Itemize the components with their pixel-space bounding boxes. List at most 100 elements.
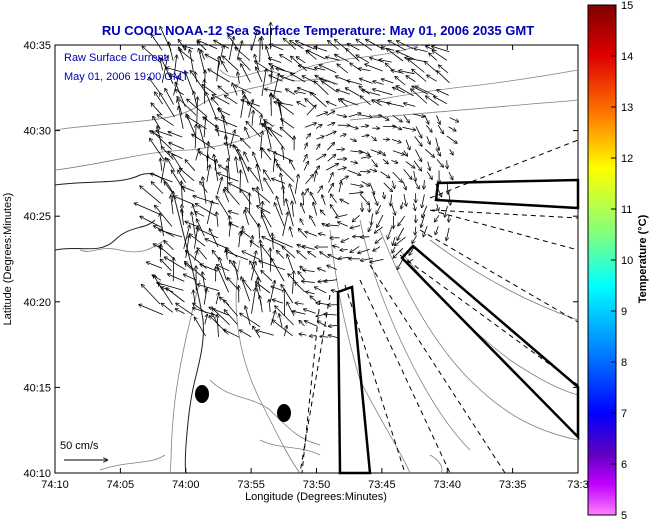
current-vector — [305, 175, 314, 185]
radar-beams — [299, 139, 579, 474]
current-vector — [182, 187, 195, 192]
current-vector — [308, 50, 326, 60]
y-tick-label: 40:25 — [23, 211, 51, 223]
current-vector — [346, 88, 360, 96]
current-vector — [370, 258, 384, 262]
current-vector — [166, 68, 185, 73]
x-tick-label: 74:10 — [41, 479, 69, 491]
colorbar-tick-label: 6 — [621, 459, 627, 471]
current-vector — [356, 39, 373, 51]
current-vector — [396, 51, 415, 60]
colorbar-tick-label: 11 — [621, 204, 632, 216]
current-vector — [195, 149, 200, 161]
current-vector — [335, 55, 350, 63]
current-vector — [253, 188, 271, 204]
current-vector — [415, 182, 419, 188]
current-vector — [432, 46, 450, 53]
current-vector — [223, 56, 239, 72]
y-tick-label: 40:35 — [23, 40, 51, 52]
contour-line — [54, 124, 276, 171]
current-vector — [447, 182, 448, 193]
current-vector — [229, 223, 239, 228]
current-vector — [316, 112, 327, 117]
current-vector — [437, 71, 450, 84]
current-vector — [360, 114, 372, 117]
current-vector — [361, 257, 373, 261]
current-vector — [426, 136, 430, 144]
current-vector — [194, 92, 198, 107]
current-vector — [326, 57, 340, 61]
current-vector — [328, 255, 340, 260]
beam-line — [431, 209, 579, 219]
current-vector — [281, 119, 295, 129]
current-vector — [359, 69, 371, 71]
current-vector — [226, 251, 249, 261]
current-vector — [278, 103, 295, 115]
current-vector — [255, 61, 274, 74]
current-vector — [278, 99, 282, 116]
current-vector — [422, 194, 425, 207]
current-vector — [304, 123, 316, 128]
current-vector — [151, 34, 163, 51]
current-vector — [305, 99, 315, 107]
current-vector — [362, 90, 381, 96]
current-vector — [303, 246, 315, 250]
current-vector — [392, 125, 401, 130]
current-vector — [412, 69, 427, 82]
current-vector — [224, 310, 238, 325]
current-vector — [370, 149, 381, 154]
current-vector — [339, 176, 348, 182]
current-vector — [213, 251, 219, 260]
current-vector — [380, 171, 390, 178]
current-vector — [339, 134, 346, 136]
current-vector — [299, 229, 308, 238]
current-vector — [202, 85, 217, 96]
current-vector — [280, 127, 294, 140]
current-vector — [151, 182, 164, 194]
current-vector — [392, 246, 395, 253]
current-vector — [294, 175, 298, 194]
beam-line — [344, 284, 406, 474]
current-vector — [380, 115, 389, 120]
current-vector — [299, 66, 317, 71]
current-vector — [327, 102, 337, 107]
current-vector — [329, 325, 339, 326]
current-vector — [305, 232, 318, 237]
current-vector — [196, 204, 217, 217]
current-vector — [261, 210, 272, 228]
current-vector — [350, 151, 362, 152]
current-vector — [262, 237, 284, 247]
current-vector — [242, 231, 251, 238]
current-vector — [391, 139, 401, 142]
current-vector — [195, 317, 207, 337]
current-vector — [181, 182, 182, 205]
current-vector — [365, 64, 383, 72]
current-vector — [147, 262, 163, 269]
current-vector — [199, 126, 206, 148]
current-vector — [204, 315, 207, 325]
current-vector — [164, 241, 174, 251]
current-vector — [408, 59, 425, 73]
current-vector — [153, 132, 172, 150]
current-vector — [426, 125, 432, 132]
current-vector — [272, 238, 293, 248]
current-vector — [185, 262, 207, 281]
current-vector — [310, 216, 316, 227]
current-vector — [321, 210, 326, 216]
current-vector — [403, 115, 409, 122]
current-vector — [199, 152, 217, 162]
colorbar: 15 14 13 12 11 10 9 8 7 6 5 Temperature (°C) — [587, 0, 649, 519]
current-vector — [303, 162, 308, 171]
current-vector — [382, 79, 394, 84]
current-vector — [198, 40, 218, 50]
current-vector — [298, 272, 305, 280]
current-vector — [214, 155, 219, 181]
current-vector — [388, 41, 407, 51]
current-vector — [340, 250, 348, 251]
current-vector — [203, 177, 207, 204]
current-vector — [327, 184, 333, 193]
current-vector — [392, 150, 404, 155]
current-vector — [283, 326, 287, 337]
current-vector — [436, 159, 443, 167]
contour-line — [329, 69, 579, 111]
